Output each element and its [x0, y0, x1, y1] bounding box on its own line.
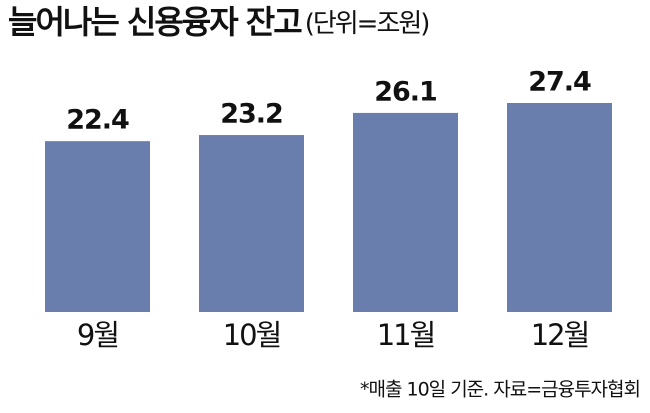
source-note: *매출 10일 기준. 자료=금융투자협회	[360, 379, 640, 401]
chart-title: 늘어나는 신용융자 잔고 (단위=조원)	[8, 3, 428, 41]
value-label: 27.4	[528, 67, 591, 98]
x-tick-label: 10월	[223, 318, 281, 352]
value-label: 22.4	[66, 105, 129, 136]
x-tick-label: 9월	[77, 318, 118, 352]
bar	[507, 103, 612, 312]
unit-text: (단위=조원)	[305, 9, 429, 39]
title-text: 늘어나는 신용융자 잔고	[8, 3, 302, 41]
value-label: 23.2	[220, 99, 283, 130]
x-tick-label: 11월	[377, 318, 435, 352]
x-tick-label: 12월	[531, 318, 589, 352]
bar	[45, 141, 150, 312]
bar	[199, 135, 304, 312]
bar	[353, 112, 458, 312]
value-label: 26.1	[374, 76, 437, 107]
